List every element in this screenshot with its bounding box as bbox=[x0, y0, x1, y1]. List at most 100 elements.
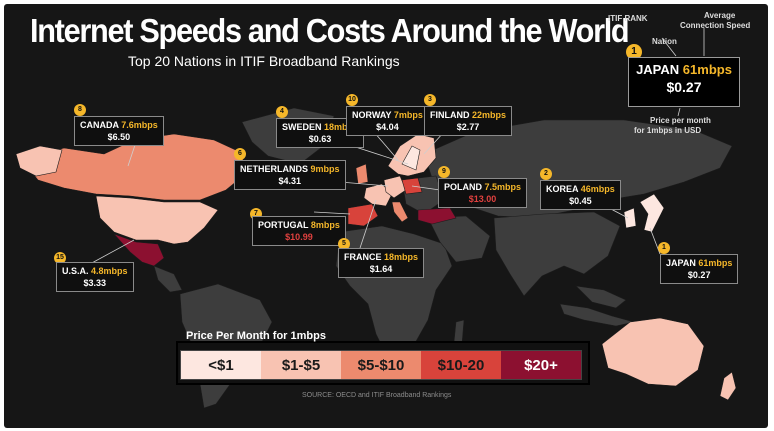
country-name-portugal: PORTUGAL bbox=[258, 220, 309, 230]
country-price-netherlands: $4.31 bbox=[278, 176, 302, 186]
callout-poland: POLAND 7.5mbps $13.00 bbox=[438, 178, 528, 208]
central-europe-shape bbox=[383, 175, 407, 199]
country-name-finland: FINLAND bbox=[430, 110, 470, 120]
uk-shape bbox=[355, 163, 369, 185]
legend-tier-20-plus: $20+ bbox=[501, 351, 581, 379]
leader-france bbox=[359, 199, 377, 249]
key-itif-rank-label: ITIF RANK bbox=[608, 14, 648, 23]
rank-badge-poland: 9 bbox=[438, 166, 450, 178]
source-note: SOURCE: OECD and ITIF Broadband Rankings bbox=[302, 392, 452, 399]
country-price-poland: $13.00 bbox=[468, 194, 497, 204]
leader-key-nation bbox=[661, 37, 677, 57]
callout-netherlands: NETHERLANDS 9mbps $4.31 bbox=[234, 160, 346, 190]
country-speed-finland: 22mbps bbox=[472, 110, 507, 120]
southeast-asia bbox=[575, 285, 627, 309]
legend-title: Price Per Month for 1mbps bbox=[186, 330, 326, 342]
legend-tier-5-10: $5-$10 bbox=[341, 351, 421, 379]
legend-tier-10-20: $10-20 bbox=[421, 351, 501, 379]
callout-norway: NORWAY 7mbps $4.04 bbox=[346, 106, 429, 136]
turkey-shape bbox=[417, 207, 457, 225]
country-price-portugal: $10.99 bbox=[285, 232, 313, 242]
key-price-label-1: Price per month bbox=[650, 116, 711, 125]
country-price-usa: $3.33 bbox=[83, 278, 107, 288]
country-name-canada: CANADA bbox=[80, 120, 119, 130]
key-box: JAPAN 61mbps $0.27 bbox=[628, 57, 740, 107]
country-speed-norway: 7mbps bbox=[393, 110, 423, 120]
country-name-japan: JAPAN bbox=[666, 258, 696, 268]
leader-norway bbox=[373, 131, 399, 161]
country-price-japan: $0.27 bbox=[687, 270, 711, 280]
country-speed-japan: 61mbps bbox=[698, 258, 733, 268]
country-speed-korea: 46mbps bbox=[580, 184, 615, 194]
key-speed-label-1: Average bbox=[704, 11, 736, 20]
key-price: $0.27 bbox=[666, 79, 702, 95]
usa-shape bbox=[95, 195, 219, 245]
legend-scale: <$1 $1-$5 $5-$10 $10-20 $20+ bbox=[180, 350, 582, 380]
africa bbox=[335, 225, 453, 359]
rank-badge-france: 5 bbox=[338, 238, 350, 250]
country-name-sweden: SWEDEN bbox=[282, 122, 322, 132]
country-name-france: FRANCE bbox=[344, 252, 382, 262]
italy-shape bbox=[391, 201, 409, 223]
page-subtitle: Top 20 Nations in ITIF Broadband Ranking… bbox=[128, 53, 400, 69]
callout-japan: JAPAN 61mbps $0.27 bbox=[660, 254, 739, 284]
country-name-netherlands: NETHERLANDS bbox=[240, 164, 309, 174]
new-zealand-shape bbox=[719, 371, 737, 401]
callout-finland: FINLAND 22mbps $2.77 bbox=[424, 106, 513, 136]
rank-badge-norway: 10 bbox=[346, 94, 358, 106]
country-speed-portugal: 8mbps bbox=[310, 220, 340, 230]
country-price-sweden: $0.63 bbox=[308, 134, 332, 144]
rank-badge-japan: 1 bbox=[658, 242, 670, 254]
country-price-france: $1.64 bbox=[369, 264, 393, 274]
australia-shape bbox=[601, 317, 705, 387]
key-speed-label-2: Connection Speed bbox=[680, 21, 751, 30]
rank-badge-finland: 3 bbox=[424, 94, 436, 106]
key-speed: 61mbps bbox=[682, 62, 732, 77]
alaska-shape bbox=[15, 145, 63, 177]
sweden-shape bbox=[401, 145, 421, 171]
country-speed-sweden: 18mbps bbox=[324, 122, 359, 132]
callout-canada: CANADA 7.6mbps $6.50 bbox=[74, 116, 164, 146]
country-speed-usa: 4.8mbps bbox=[91, 266, 128, 276]
page-title: Internet Speeds and Costs Around the Wor… bbox=[30, 12, 630, 49]
country-price-korea: $0.45 bbox=[569, 196, 592, 206]
rank-badge-korea: 2 bbox=[540, 168, 552, 180]
country-name-norway: NORWAY bbox=[352, 110, 392, 120]
china-india bbox=[493, 211, 621, 297]
country-name-poland: POLAND bbox=[444, 182, 482, 192]
indonesia bbox=[559, 303, 635, 327]
leader-poland bbox=[411, 185, 441, 191]
legend-tier-under-1: <$1 bbox=[181, 351, 261, 379]
key-country: JAPAN bbox=[636, 62, 680, 77]
rank-badge-netherlands: 6 bbox=[234, 148, 246, 160]
country-speed-poland: 7.5mbps bbox=[484, 182, 522, 192]
korea-shape bbox=[623, 207, 637, 229]
legend-tier-1-5: $1-$5 bbox=[261, 351, 341, 379]
key-nation-label: Nation bbox=[652, 37, 677, 46]
central-america bbox=[153, 265, 183, 293]
country-speed-netherlands: 9mbps bbox=[310, 164, 340, 174]
japan-shape bbox=[639, 193, 665, 233]
rank-badge-usa: 15 bbox=[54, 252, 66, 264]
country-price-canada: $6.50 bbox=[107, 132, 131, 142]
callout-portugal: PORTUGAL 8mbps $10.99 bbox=[252, 216, 346, 246]
country-speed-france: 18mbps bbox=[384, 252, 419, 262]
country-name-korea: KOREA bbox=[546, 184, 579, 194]
country-price-norway: $4.04 bbox=[376, 122, 399, 132]
map-panel: Internet Speeds and Costs Around the Wor… bbox=[4, 4, 768, 428]
iberia-shape bbox=[347, 203, 379, 227]
country-name-usa: U.S.A. bbox=[62, 266, 89, 276]
callout-usa: U.S.A. 4.8mbps $3.33 bbox=[56, 262, 134, 292]
key-price-label-2: for 1mbps in USD bbox=[634, 126, 702, 135]
leader-canada bbox=[127, 141, 137, 167]
callout-france: FRANCE 18mbps $1.64 bbox=[338, 248, 425, 278]
leader-portugal bbox=[313, 211, 351, 215]
leader-key-price bbox=[677, 107, 681, 117]
france-shape bbox=[363, 183, 393, 207]
callout-korea: KOREA 46mbps $0.45 bbox=[540, 180, 621, 210]
middle-east bbox=[427, 215, 491, 263]
mexico-shape bbox=[113, 233, 165, 267]
rank-badge-canada: 8 bbox=[74, 104, 86, 116]
country-price-finland: $2.77 bbox=[456, 122, 480, 132]
rank-badge-sweden: 4 bbox=[276, 106, 288, 118]
